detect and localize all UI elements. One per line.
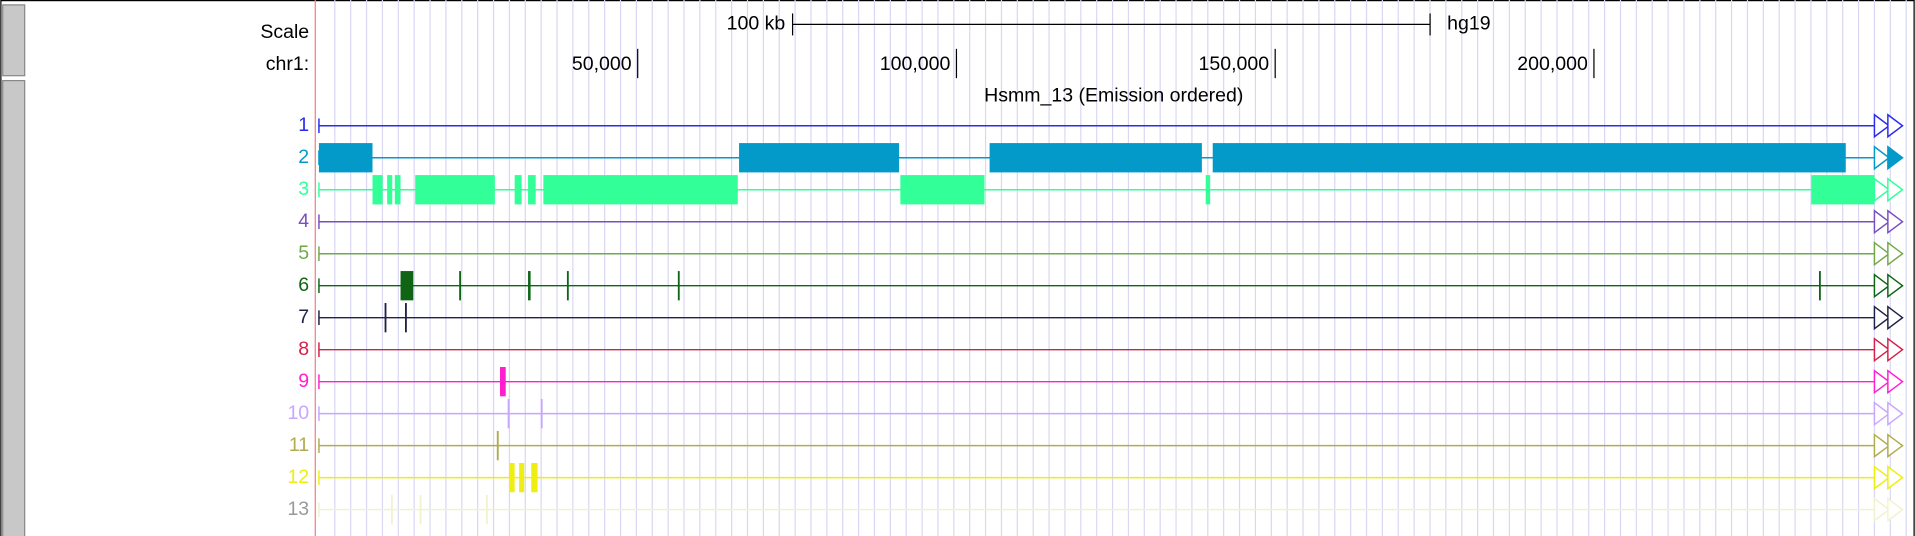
track-label: 4: [298, 210, 309, 232]
feature-block: [485, 494, 488, 525]
track-label: 13: [287, 498, 309, 520]
feature-block: [499, 367, 506, 397]
feature-block: [459, 271, 462, 301]
feature-block: [677, 271, 680, 301]
track-label: 11: [289, 434, 309, 456]
track-arrow: [1873, 113, 1891, 139]
feature-block: [419, 494, 422, 525]
side-button[interactable]: [2, 79, 26, 536]
assembly-label: hg19: [1447, 13, 1490, 35]
track-arrow: [1887, 113, 1904, 139]
track-arrow: [1873, 305, 1891, 331]
track-arrow: [1873, 145, 1891, 171]
feature-block: [531, 462, 538, 493]
chrom-tick-label: 50,000: [572, 53, 632, 75]
feature-block: [400, 271, 414, 301]
track-arrow: [1873, 465, 1891, 491]
track-arrow: [1873, 209, 1891, 235]
chrom-tick-label: 200,000: [1517, 53, 1588, 75]
track-arrow: [1887, 273, 1904, 299]
track-arrow: [1887, 369, 1904, 395]
track-arrow: [1873, 369, 1891, 395]
track-arrow: [1887, 177, 1904, 203]
track-label: 7: [298, 306, 309, 328]
track-label: 5: [298, 242, 309, 264]
feature-block: [507, 399, 510, 429]
track-arrow: [1887, 337, 1904, 363]
track-arrow: [1887, 145, 1904, 171]
track-label: 9: [298, 370, 309, 392]
feature-block: [540, 399, 543, 429]
feature-block: [509, 462, 515, 493]
track-arrow: [1873, 337, 1891, 363]
feature-block: [739, 143, 900, 173]
track-arrow: [1887, 241, 1904, 267]
track-arrow: [1887, 401, 1904, 427]
feature-block: [390, 494, 393, 525]
track-title: Hsmm_13 (Emission ordered): [984, 85, 1243, 107]
feature-block: [514, 175, 522, 205]
track-label: 12: [287, 466, 309, 488]
track-arrow: [1873, 497, 1891, 523]
feature-block: [1212, 143, 1846, 173]
feature-block: [1811, 175, 1875, 205]
scale-bar-label: 100 kb: [727, 13, 786, 35]
track-label: 3: [298, 178, 309, 200]
track-arrow: [1887, 433, 1904, 459]
feature-block: [528, 175, 536, 205]
track-arrow: [1873, 433, 1891, 459]
scale-label: Scale: [260, 21, 309, 43]
feature-block: [372, 175, 383, 205]
track-label: 6: [298, 274, 309, 296]
track-label: 10: [287, 402, 309, 424]
track-label: 1: [298, 114, 309, 136]
feature-block: [566, 271, 569, 301]
feature-block: [900, 175, 985, 205]
feature-block: [989, 143, 1202, 173]
feature-block: [384, 303, 387, 333]
feature-block: [318, 143, 373, 173]
track-arrow: [1887, 497, 1904, 523]
feature-block: [1818, 271, 1821, 301]
track-arrow: [1873, 401, 1891, 427]
feature-block: [415, 175, 495, 205]
feature-block: [528, 271, 531, 301]
feature-block: [387, 175, 393, 205]
track-arrow: [1887, 305, 1904, 331]
feature-block: [1205, 175, 1211, 205]
feature-block: [496, 430, 499, 461]
chrom-label: chr1:: [266, 53, 309, 75]
track-label: 8: [298, 338, 309, 360]
feature-block: [405, 303, 407, 333]
track-label: 2: [298, 146, 309, 168]
track-arrow: [1873, 241, 1891, 267]
track-arrow: [1887, 465, 1904, 491]
side-button[interactable]: [2, 4, 26, 77]
grid: [334, 0, 1907, 536]
feature-block: [394, 175, 401, 205]
track-arrow: [1873, 273, 1891, 299]
track-arrow: [1887, 209, 1904, 235]
chrom-tick-label: 100,000: [880, 53, 951, 75]
feature-block: [543, 175, 738, 205]
feature-block: [519, 462, 525, 493]
chrom-tick-label: 150,000: [1199, 53, 1270, 75]
